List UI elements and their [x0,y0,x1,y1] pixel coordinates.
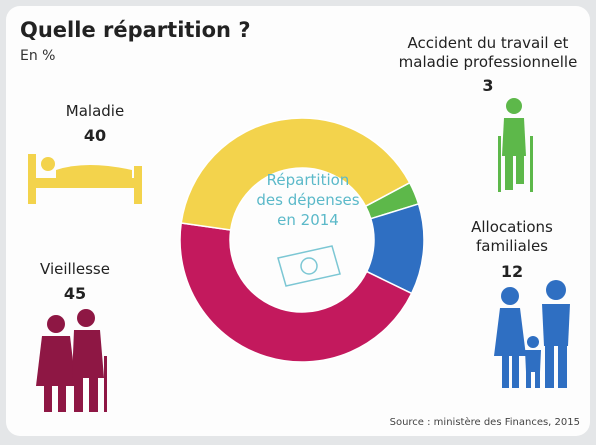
bed-icon [28,154,142,204]
chart-subtitle: En % [20,48,56,64]
value-label: 45 [63,284,87,303]
chart [28,98,570,412]
chart-title: Quelle répartition ? [20,18,251,42]
slice [179,222,413,363]
worker-icon [498,98,533,192]
category-label: Maladie [65,102,125,120]
center-label: Répartition des dépenses en 2014 [256,171,360,229]
slice [180,117,411,231]
value-label: 40 [83,126,107,145]
source: Source : ministère des Finances, 2015 [389,417,580,428]
family-icon [494,280,570,388]
elderly-icon [36,309,107,412]
card: Quelle répartition ? En % Répartition de… [6,6,590,436]
value-label: 3 [482,76,494,95]
category-label: Allocations familiales [471,218,553,255]
category-label: Vieillesse [40,260,110,278]
banknote-icon [277,245,341,287]
value-label: 12 [500,262,524,281]
category-label: Accident du travail et maladie professio… [398,34,578,71]
